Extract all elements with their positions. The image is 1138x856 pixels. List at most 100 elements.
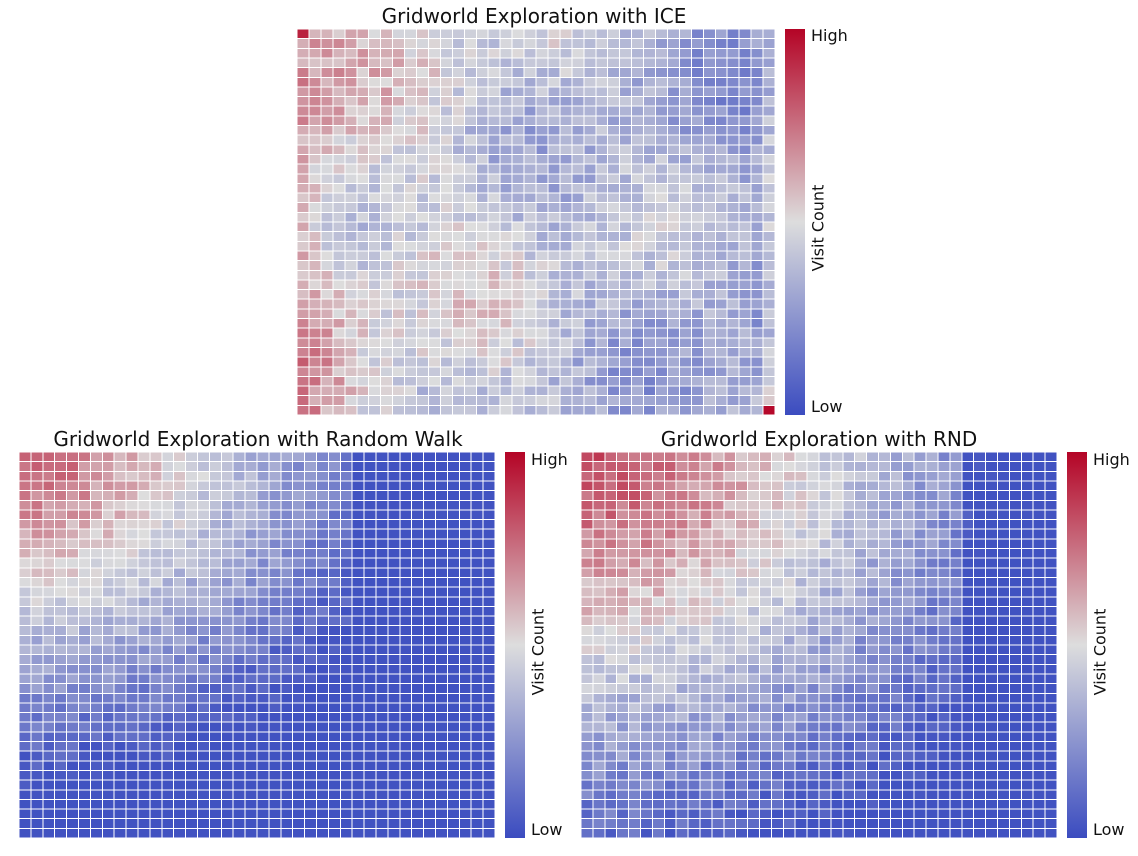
heatmap-cell (750, 163, 764, 175)
heatmap-cell (19, 499, 32, 511)
heatmap-cell (631, 395, 645, 406)
heatmap-cell (511, 192, 525, 204)
heatmap-cell (332, 192, 346, 204)
heatmap-cell (806, 461, 820, 472)
heatmap-cell (280, 683, 294, 694)
heatmap-cell (113, 760, 127, 771)
heatmap-cell (411, 557, 425, 569)
heatmap-cell (375, 586, 389, 598)
heatmap-cell (185, 634, 199, 646)
heatmap-cell (640, 499, 653, 511)
heatmap-cell (439, 221, 453, 233)
heatmap-cell (842, 712, 856, 723)
heatmap-cell (806, 490, 820, 501)
heatmap-cell (616, 789, 630, 800)
heatmap-cell (470, 452, 484, 463)
heatmap-cell (985, 750, 999, 762)
heatmap-cell (973, 452, 987, 463)
heatmap-cell (604, 779, 618, 791)
heatmap-cell (985, 596, 999, 607)
heatmap-cell (547, 57, 561, 69)
heatmap-cell (42, 557, 56, 569)
heatmap-cell (583, 327, 597, 339)
heatmap-cell (913, 625, 927, 636)
heatmap-cell (427, 67, 441, 78)
heatmap-cell (499, 356, 513, 368)
heatmap-cell (232, 625, 246, 636)
heatmap-cell (961, 480, 975, 492)
heatmap-cell (416, 356, 429, 368)
heatmap-cell (256, 499, 270, 511)
heatmap-cell (619, 346, 633, 358)
heatmap-cell (344, 289, 358, 300)
heatmap-cell (678, 269, 692, 281)
heatmap-cell (125, 470, 139, 482)
heatmap-cell (523, 395, 537, 406)
heatmap-cell (735, 644, 749, 656)
heatmap-cell (690, 211, 704, 223)
heatmap-cell (663, 721, 677, 733)
heatmap-cell (89, 557, 103, 569)
heatmap-cell (499, 211, 513, 223)
heatmap-cell (304, 634, 318, 646)
heatmap-cell (997, 673, 1010, 685)
heatmap-cell (332, 279, 346, 291)
heatmap-cell (42, 625, 56, 636)
heatmap-cell (878, 798, 891, 810)
heatmap-cell (666, 279, 680, 291)
heatmap-cell (643, 279, 656, 291)
heatmap-cell (678, 289, 692, 300)
heatmap-cell (702, 125, 716, 136)
heatmap-cell (1020, 692, 1034, 704)
heatmap-cell (392, 96, 406, 107)
heatmap-cell (268, 702, 282, 714)
heatmap-cell (232, 480, 246, 492)
heatmap-cell (19, 779, 32, 791)
heatmap-cell (292, 480, 306, 492)
heatmap-cell (220, 789, 234, 800)
heatmap-cell (723, 576, 737, 588)
heatmap-cell (137, 692, 151, 704)
heatmap-cell (399, 818, 413, 829)
heatmap-cell (332, 298, 346, 310)
heatmap-cell (232, 798, 246, 810)
heatmap-cell (256, 625, 270, 636)
heatmap-cell (89, 683, 103, 694)
heatmap-cell (380, 202, 394, 213)
heatmap-cell (463, 57, 477, 69)
heatmap-cell (997, 470, 1010, 482)
heatmap-cell (1044, 470, 1057, 482)
heatmap-cell (499, 327, 513, 339)
heatmap-cell (973, 798, 987, 810)
heatmap-cell (404, 404, 418, 415)
heatmap-cell (149, 818, 163, 829)
heatmap-cell (185, 470, 199, 482)
heatmap-cell (375, 702, 389, 714)
heatmap-cell (723, 596, 737, 607)
heatmap-cell (439, 163, 453, 175)
heatmap-cell (137, 779, 151, 791)
heatmap-cell (268, 683, 282, 694)
heatmap-cell (197, 605, 210, 617)
heatmap-cell (747, 683, 761, 694)
heatmap-cell (316, 499, 329, 511)
heatmap-cell (185, 509, 199, 521)
heatmap-cell (511, 395, 525, 406)
heatmap-cell (937, 519, 951, 530)
heatmap-cell (619, 192, 633, 204)
heatmap-cell (699, 452, 713, 463)
heatmap-cell (723, 567, 737, 578)
heatmap-cell (327, 461, 341, 472)
heatmap-cell (1008, 596, 1022, 607)
heatmap-cell (678, 356, 692, 368)
heatmap-cell (280, 499, 294, 511)
heatmap-cell (125, 490, 139, 501)
heatmap-cell (985, 663, 999, 675)
heatmap-cell (399, 548, 413, 559)
heatmap-cell (392, 47, 406, 59)
heatmap-cell (446, 760, 460, 771)
heatmap-cell (651, 721, 665, 733)
heatmap-cell (770, 461, 784, 472)
heatmap-cell (702, 346, 716, 358)
heatmap-cell (961, 663, 975, 675)
